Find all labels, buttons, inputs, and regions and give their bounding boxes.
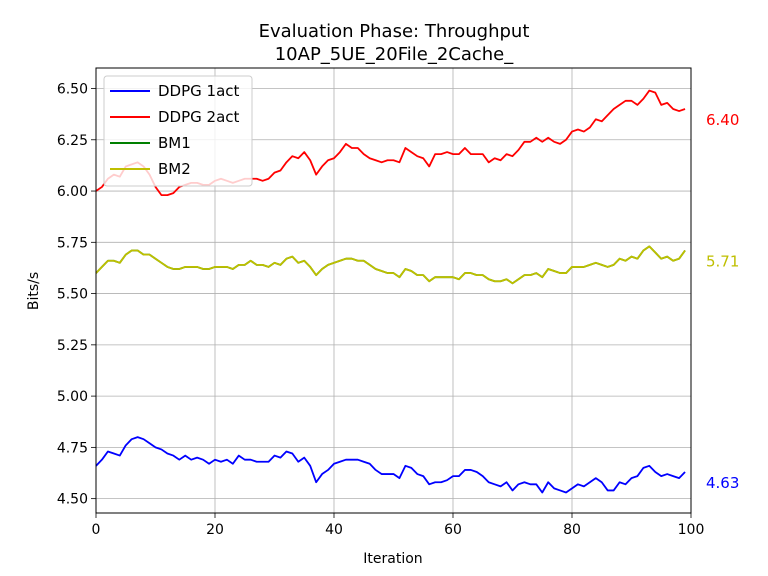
y-tick-label: 6.25 (57, 133, 88, 149)
x-tick-label: 80 (563, 522, 581, 538)
series-end-label: 6.40 (706, 111, 739, 129)
x-tick-label: 20 (206, 522, 224, 538)
legend-entry-label: BM2 (158, 160, 191, 178)
x-axis-label: Iteration (363, 551, 422, 567)
legend-entry-label: BM1 (158, 134, 191, 152)
legend-entry-label: DDPG 2act (158, 108, 240, 126)
y-axis-label: Bits/s (26, 272, 42, 310)
legend: DDPG 1act DDPG 2act BM1 BM2 (103, 75, 253, 187)
legend-entry-label: DDPG 1act (158, 82, 240, 100)
y-tick-label: 5.00 (57, 389, 88, 405)
y-tick-label: 6.00 (57, 184, 88, 200)
axis-ticks: 0 20 40 60 80 100 4.50 4.75 5.00 5.25 5.50 5.75 6.00… (57, 82, 705, 538)
plot-frame (95, 67, 692, 514)
series-line (95, 245, 686, 285)
y-tick-label: 6.50 (57, 82, 88, 98)
series-line (95, 436, 686, 494)
chart-title: Evaluation Phase: Throughput (259, 21, 530, 42)
y-tick-label: 4.75 (57, 440, 88, 456)
x-tick-label: 40 (325, 522, 343, 538)
series-end-labels: 4.63 6.40 5.71 (706, 111, 739, 492)
series-end-label: 5.71 (706, 253, 739, 271)
y-tick-label: 5.75 (57, 235, 88, 251)
x-tick-label: 60 (444, 522, 462, 538)
series-line (95, 245, 686, 285)
y-tick-label: 4.50 (57, 492, 88, 508)
y-tick-label: 5.25 (57, 338, 88, 354)
legend-box (103, 75, 253, 187)
x-tick-label: 100 (678, 522, 705, 538)
x-tick-label: 0 (92, 522, 101, 538)
y-tick-label: 5.50 (57, 287, 88, 303)
series-end-label: 4.63 (706, 474, 739, 492)
chart-subtitle: 10AP_5UE_20File_2Cache_ (275, 44, 515, 65)
